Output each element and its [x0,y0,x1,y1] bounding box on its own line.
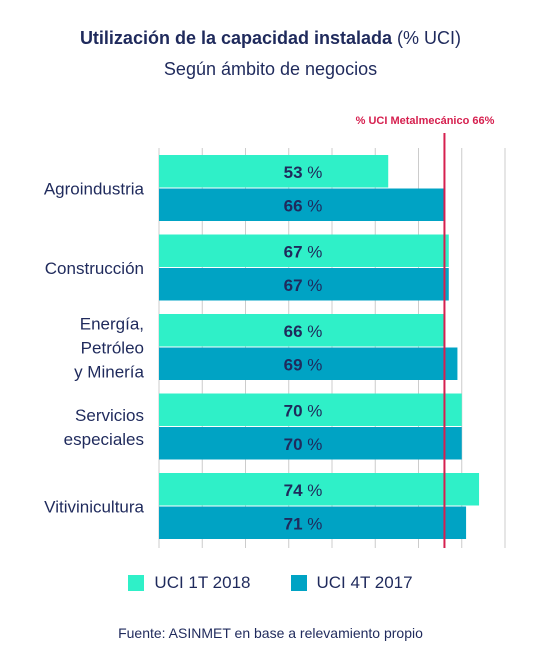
category-label: Energía, [80,315,144,334]
bar-2-3 [159,347,458,380]
chart-header: Utilización de la capacidad instalada (%… [0,28,541,80]
bar-value-label: 66 % [284,196,323,215]
legend-label-series-1: UCI 1T 2018 [154,573,251,592]
category-label: Petróleo [81,339,144,358]
bar-value-label: 69 % [284,355,323,374]
legend: UCI 1T 2018 UCI 4T 2017 [0,573,541,593]
legend-label-series-2: UCI 4T 2017 [316,573,413,592]
bar-value-label: 70 % [284,401,323,420]
bar-2-1 [159,188,445,221]
category-label: Servicios [75,406,144,425]
bar-chart: 53 % 66 % Agroindustria 67 % 67 % Construcció… [44,115,506,548]
bar-value-label: 74 % [284,481,323,500]
bar-2-2 [159,268,449,301]
chart-subtitle: Según ámbito de negocios [163,59,378,79]
bar-value-label: 71 % [284,514,323,533]
bar-1-4 [159,393,462,426]
category-label: Vitivinicultura [44,498,144,517]
category-label: Agroindustria [44,180,145,199]
category-label: Construcción [45,259,144,278]
bar-value-label: 67 % [284,242,323,261]
bar-value-label: 53 % [284,163,323,182]
chart-title-bold: Utilización de la capacidad instalada [79,28,393,48]
bar-1-2 [159,234,449,267]
legend-swatch-series-2 [290,575,307,591]
legend-swatch-series-1 [128,575,145,591]
bar-value-label: 70 % [284,435,323,454]
category-label: especiales [64,430,144,449]
bar-value-label: 66 % [284,322,323,341]
bar-1-3 [159,314,445,347]
source-note: Fuente: ASINMET en base a relevamiento p… [118,625,423,641]
bar-2-5 [159,506,467,539]
bar-value-label: 67 % [284,276,323,295]
reference-line-label: % UCI Metalmecánico 66% [356,115,495,127]
chart-title-unit: (% UCI) [392,28,462,48]
chart-title: Utilización de la capacidad instalada (%… [0,28,541,49]
legend-item-series-2: UCI 4T 2017 [290,573,413,593]
legend-item-series-1: UCI 1T 2018 [128,573,251,593]
category-label: y Minería [74,363,144,382]
bar-1-1 [159,155,389,188]
bar-2-4 [159,427,462,460]
bar-1-5 [159,473,480,506]
